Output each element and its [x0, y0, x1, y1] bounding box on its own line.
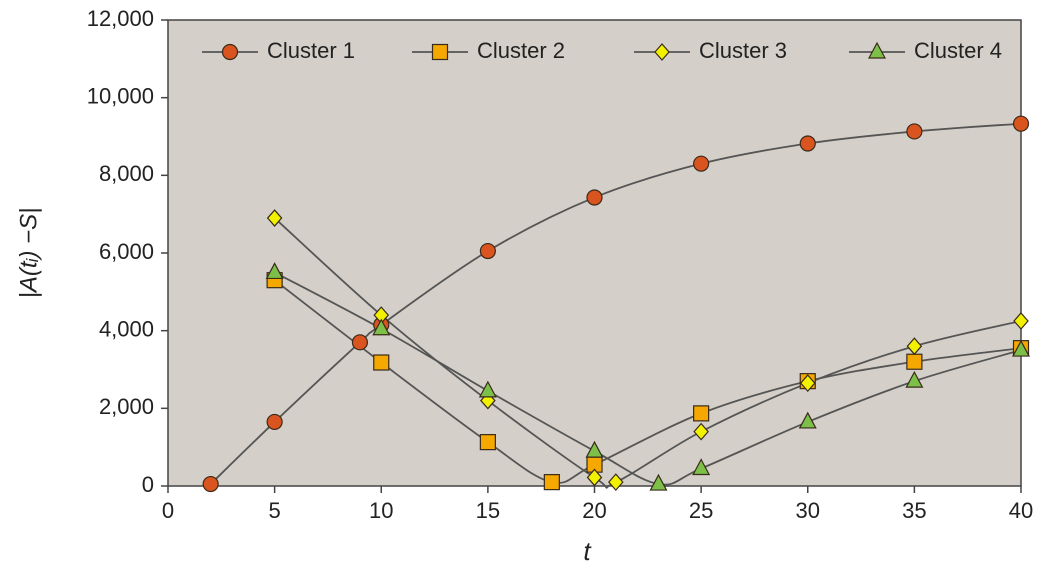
- y-tick-label: 0: [142, 472, 154, 497]
- legend-marker: [221, 43, 239, 61]
- x-tick-label: 30: [796, 498, 820, 523]
- x-tick-label: 10: [369, 498, 393, 523]
- y-tick-label: 2,000: [99, 394, 154, 419]
- y-tick-label: 6,000: [99, 239, 154, 264]
- marker: [373, 354, 390, 371]
- y-tick-label: 8,000: [99, 161, 154, 186]
- marker: [202, 475, 219, 493]
- marker: [906, 337, 923, 356]
- marker: [266, 209, 283, 227]
- legend-label: Cluster 2: [477, 38, 565, 63]
- marker: [351, 334, 369, 351]
- marker: [692, 458, 711, 476]
- legend-label: Cluster 3: [699, 38, 787, 63]
- marker: [479, 242, 496, 260]
- marker: [266, 413, 283, 431]
- x-tick-label: 20: [582, 498, 606, 523]
- legend-marker: [654, 43, 670, 61]
- legend-label: Cluster 4: [914, 38, 1002, 63]
- marker: [265, 262, 284, 280]
- y-tick-label: 4,000: [99, 316, 154, 341]
- marker: [905, 370, 924, 388]
- marker: [478, 380, 497, 398]
- marker: [693, 155, 710, 172]
- marker: [479, 434, 496, 451]
- y-tick-label: 12,000: [87, 6, 154, 31]
- legend-marker: [868, 41, 886, 59]
- marker: [372, 318, 391, 336]
- x-tick-label: 5: [269, 498, 281, 523]
- marker: [798, 411, 817, 429]
- marker: [649, 473, 668, 491]
- x-tick-label: 0: [162, 498, 174, 523]
- legend-marker: [431, 43, 449, 61]
- marker: [1012, 115, 1030, 132]
- marker: [1013, 312, 1029, 330]
- marker: [586, 468, 603, 487]
- marker: [799, 374, 816, 393]
- x-tick-label: 15: [476, 498, 500, 523]
- y-axis-label: |A(tᵢ) −S|: [15, 208, 42, 299]
- x-tick-label: 25: [689, 498, 713, 523]
- marker: [906, 353, 923, 370]
- marker: [906, 123, 923, 140]
- x-tick-label: 40: [1009, 498, 1033, 523]
- marker: [1012, 339, 1030, 357]
- marker: [693, 422, 709, 441]
- x-axis-label: t: [583, 536, 592, 566]
- marker: [608, 473, 624, 492]
- y-tick-label: 10,000: [87, 83, 154, 108]
- marker: [585, 440, 604, 458]
- marker: [543, 474, 560, 491]
- series-line: [210, 122, 1022, 485]
- x-tick-label: 35: [902, 498, 926, 523]
- marker: [693, 405, 710, 422]
- marker: [586, 189, 603, 206]
- plot-area: [167, 19, 1022, 487]
- legend-label: Cluster 1: [267, 38, 355, 63]
- marker: [799, 135, 816, 152]
